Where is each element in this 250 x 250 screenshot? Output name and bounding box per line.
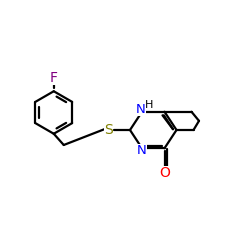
Text: H: H — [145, 100, 153, 110]
Text: O: O — [159, 166, 170, 180]
Text: F: F — [50, 71, 58, 85]
Text: S: S — [104, 123, 113, 137]
Text: N: N — [137, 144, 147, 157]
Text: N: N — [136, 103, 145, 116]
